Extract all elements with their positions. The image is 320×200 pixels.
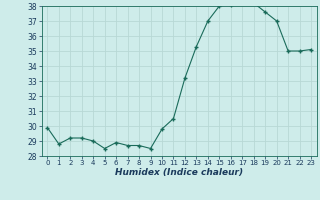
X-axis label: Humidex (Indice chaleur): Humidex (Indice chaleur): [115, 168, 243, 177]
